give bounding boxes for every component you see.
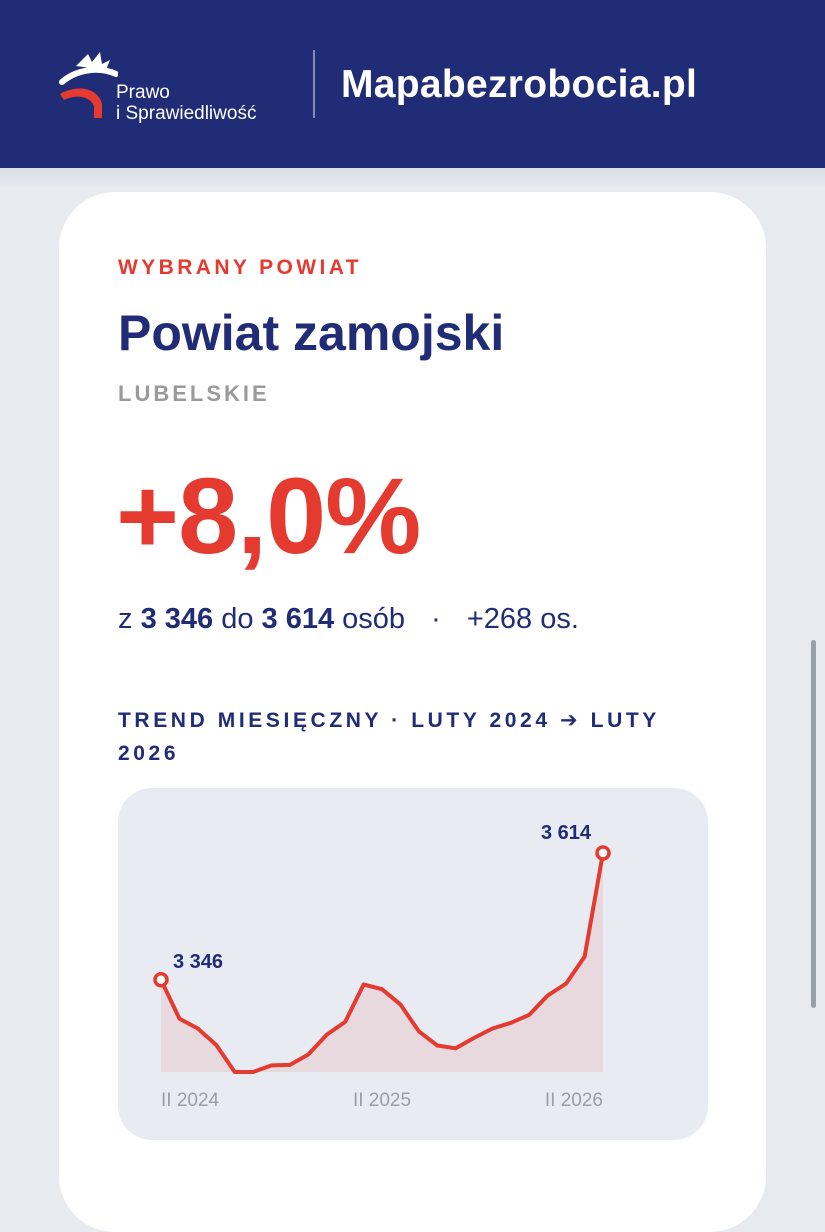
summary-prefix: z [118,603,133,635]
summary-delta: +268 os. [467,603,579,635]
start-point-marker[interactable] [155,974,167,986]
end-value-label: 3 614 [541,822,592,844]
summary-to-value: 3 614 [262,603,335,635]
selected-county-label: WYBRANY POWIAT [118,256,362,280]
x-tick-label: II 2026 [545,1090,603,1111]
trend-chart[interactable]: 3 346 3 614 II 2024 II 2025 II 2026 [118,788,708,1140]
end-point-marker[interactable] [597,847,609,859]
party-name-line1: Prawo [116,82,256,103]
summary-mid: do [221,603,253,635]
summary-from-value: 3 346 [141,603,214,635]
header-divider [313,50,315,118]
x-tick-label: II 2025 [353,1090,411,1111]
party-name[interactable]: Prawo i Sprawiedliwość [116,82,256,124]
summary-separator: · [431,603,441,635]
summary-suffix: osób [342,603,405,635]
change-percent: +8,0% [116,458,420,574]
change-summary: z 3 346 do 3 614 osób · +268 os. [118,603,579,636]
x-tick-label: II 2024 [161,1090,220,1111]
start-value-label: 3 346 [173,951,223,973]
site-header: Prawo i Sprawiedliwość Mapabezrobocia.pl [0,0,825,168]
trend-area [161,853,603,1072]
county-title: Powiat zamojski [118,304,504,362]
trend-heading: TREND MIESIĘCZNY · LUTY 2024 ➔ LUTY 2026 [118,704,678,770]
voivodeship-label: LUBELSKIE [118,381,270,407]
eagle-icon[interactable] [58,44,118,124]
header-shadow [0,168,825,188]
party-name-line2: i Sprawiedliwość [116,103,256,124]
trend-chart-panel: 3 346 3 614 II 2024 II 2025 II 2026 [118,788,708,1140]
site-title[interactable]: Mapabezrobocia.pl [341,63,697,107]
scrollbar[interactable] [811,640,816,1008]
